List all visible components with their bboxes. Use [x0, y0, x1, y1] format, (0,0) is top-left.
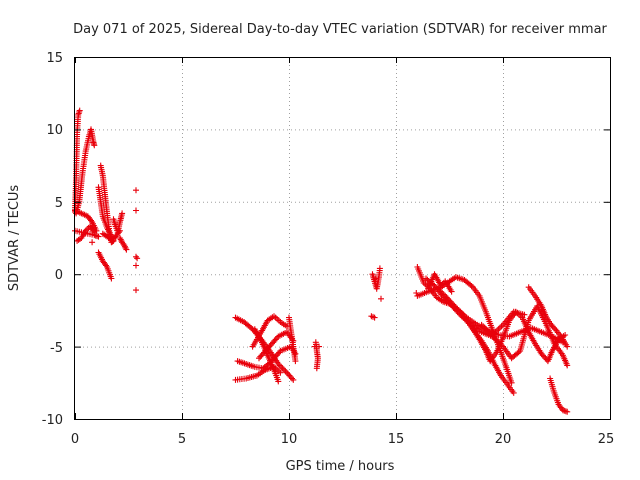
- data-point: [259, 350, 266, 357]
- y-tick-label: 15: [46, 51, 63, 66]
- data-point: [134, 255, 141, 262]
- data-point: [449, 303, 456, 310]
- data-point: [108, 275, 115, 282]
- data-point: [119, 210, 126, 217]
- data-point: [281, 366, 287, 373]
- data-point: [133, 207, 139, 214]
- data-point: [441, 294, 448, 301]
- data-point: [378, 295, 384, 302]
- data-point: [438, 291, 445, 298]
- y-tick-label: 0: [55, 268, 63, 283]
- data-point: [123, 246, 130, 253]
- y-tick-label: 10: [46, 123, 63, 138]
- data-point: [278, 363, 285, 370]
- data-point: [372, 275, 379, 282]
- data-point: [413, 290, 420, 296]
- data-point: [275, 361, 282, 367]
- data-point: [275, 378, 282, 385]
- data-point: [282, 368, 289, 375]
- data-point: [443, 297, 450, 304]
- x-tick-label: 0: [71, 432, 79, 447]
- data-point: [453, 307, 460, 314]
- axis-ticks: [75, 57, 611, 420]
- data-point: [451, 306, 458, 312]
- data-point: [564, 343, 571, 350]
- data-point: [290, 376, 297, 383]
- data-point: [435, 288, 442, 295]
- data-point: [133, 253, 139, 260]
- data-point: [95, 233, 102, 240]
- data-point: [515, 349, 522, 356]
- data-point: [257, 353, 264, 360]
- data-point: [455, 310, 462, 317]
- data-point: [286, 372, 293, 379]
- y-tick-label: -10: [42, 413, 63, 428]
- y-tick-label: 5: [55, 196, 63, 211]
- data-point: [371, 314, 378, 321]
- data-point: [248, 325, 255, 331]
- data-point: [564, 408, 571, 415]
- grid-lines: [75, 57, 610, 419]
- data-point: [133, 287, 139, 294]
- chart-title: Day 071 of 2025, Sidereal Day-to-day VTE…: [73, 22, 607, 37]
- x-tick-label: 20: [495, 432, 512, 447]
- x-tick-label: 10: [281, 432, 298, 447]
- data-point: [539, 352, 546, 359]
- x-axis-label: GPS time / hours: [286, 459, 395, 474]
- x-tick-label: 5: [178, 432, 186, 447]
- data-point: [446, 300, 453, 307]
- data-point: [564, 362, 571, 369]
- y-tick-label: -5: [50, 341, 63, 356]
- data-point: [133, 187, 139, 194]
- data-point: [289, 375, 295, 382]
- data-point: [448, 288, 455, 295]
- x-tick-label: 25: [598, 432, 615, 447]
- data-point: [91, 142, 98, 149]
- data-point: [521, 311, 528, 318]
- data-point: [90, 227, 97, 234]
- data-point: [271, 337, 278, 344]
- data-point: [316, 343, 322, 350]
- data-point: [313, 365, 320, 372]
- data-point: [89, 239, 96, 246]
- data-point: [277, 369, 284, 376]
- data-points: [72, 107, 571, 415]
- data-point: [266, 343, 273, 350]
- data-point: [76, 107, 83, 114]
- data-point: [292, 358, 299, 365]
- data-point: [550, 324, 557, 331]
- data-point: [376, 265, 383, 272]
- x-tick-label: 15: [388, 432, 405, 447]
- data-point: [468, 283, 475, 289]
- data-point: [91, 229, 98, 236]
- data-point: [562, 332, 569, 338]
- data-point: [265, 345, 271, 351]
- plot-frame: [74, 57, 611, 420]
- data-point: [495, 326, 502, 333]
- y-axis-label: SDTVAR / TECUs: [7, 185, 22, 292]
- data-point: [133, 262, 139, 269]
- data-point: [510, 389, 517, 396]
- data-point: [292, 350, 299, 357]
- data-point: [508, 379, 515, 386]
